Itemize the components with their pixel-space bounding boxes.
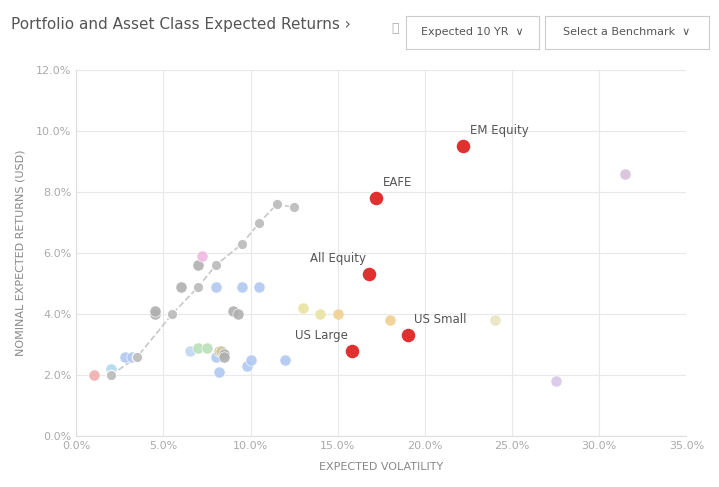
- Point: [193, 283, 204, 291]
- Point: [88, 371, 99, 379]
- Point: [210, 353, 221, 361]
- Text: Portfolio and Asset Class Expected Returns ›: Portfolio and Asset Class Expected Retur…: [11, 17, 351, 32]
- Point: [132, 353, 143, 361]
- Point: [214, 347, 225, 355]
- Point: [175, 283, 187, 291]
- Point: [219, 350, 230, 357]
- Point: [233, 310, 244, 318]
- Text: EM Equity: EM Equity: [470, 124, 529, 137]
- Point: [385, 316, 396, 324]
- Point: [149, 307, 160, 315]
- Point: [106, 365, 117, 373]
- Point: [210, 283, 221, 291]
- Point: [315, 310, 326, 318]
- Point: [184, 347, 196, 355]
- Point: [288, 204, 300, 211]
- Text: EAFE: EAFE: [383, 176, 413, 189]
- Point: [620, 170, 631, 178]
- Point: [370, 194, 382, 202]
- Point: [236, 283, 247, 291]
- Point: [236, 240, 247, 248]
- Point: [271, 200, 283, 208]
- Point: [402, 332, 413, 339]
- Text: US Large: US Large: [296, 329, 348, 341]
- Y-axis label: NOMINAL EXPECTED RETURNS (USD): NOMINAL EXPECTED RETURNS (USD): [15, 150, 25, 356]
- Point: [214, 368, 225, 376]
- Point: [457, 143, 469, 150]
- Point: [196, 252, 208, 260]
- Point: [193, 262, 204, 269]
- Point: [227, 307, 239, 315]
- Point: [201, 344, 213, 352]
- Text: Select a Benchmark  ∨: Select a Benchmark ∨: [564, 27, 690, 37]
- Text: ⓘ: ⓘ: [392, 22, 399, 35]
- Point: [254, 219, 265, 226]
- Point: [149, 310, 160, 318]
- Point: [106, 371, 117, 379]
- Point: [242, 362, 253, 370]
- Text: US Small: US Small: [414, 313, 467, 326]
- Point: [280, 356, 291, 364]
- Point: [550, 377, 562, 385]
- Text: All Equity: All Equity: [310, 252, 366, 265]
- Point: [215, 347, 226, 355]
- Point: [489, 316, 500, 324]
- Point: [167, 310, 178, 318]
- Point: [254, 283, 265, 291]
- Point: [363, 271, 375, 279]
- Point: [127, 353, 138, 361]
- Point: [346, 347, 357, 355]
- Point: [297, 304, 308, 312]
- Point: [193, 344, 204, 352]
- Point: [119, 353, 131, 361]
- Text: Expected 10 YR  ∨: Expected 10 YR ∨: [421, 27, 524, 37]
- Point: [332, 310, 344, 318]
- X-axis label: EXPECTED VOLATILITY: EXPECTED VOLATILITY: [319, 462, 444, 472]
- Point: [210, 262, 221, 269]
- Point: [245, 356, 257, 364]
- Point: [219, 353, 230, 361]
